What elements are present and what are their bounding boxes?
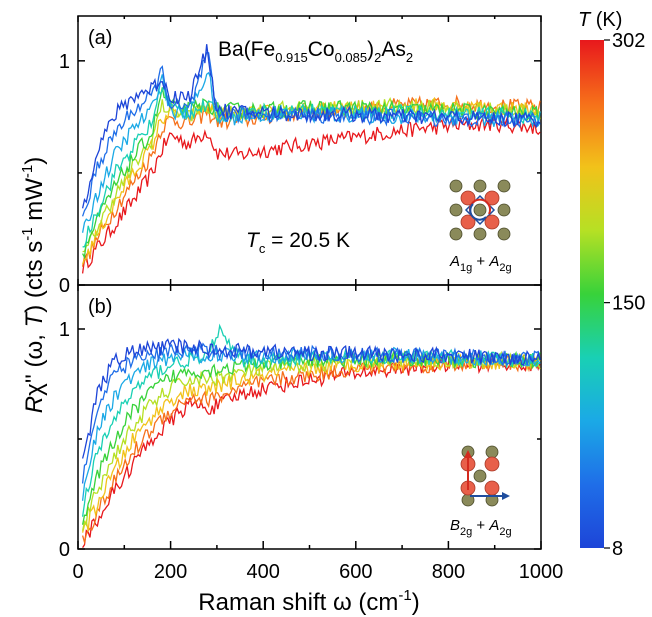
x-tick-label: 600 [339, 561, 372, 583]
as-atom [473, 469, 487, 483]
series-line-30K [81, 342, 541, 484]
panel-a-series [81, 44, 541, 274]
colorbar-tick-label: 302 [612, 30, 645, 52]
x-tick-label: 1000 [519, 561, 564, 583]
inset-b-label: B2g + A2g [450, 517, 512, 538]
series-line-110K [81, 323, 541, 517]
y-tick-label: 1 [59, 319, 70, 341]
colorbar-ticks: 302 150 8 [604, 30, 645, 560]
as-atom [473, 179, 487, 193]
as-atom [473, 227, 487, 241]
series-line-220K [81, 352, 541, 533]
series-line-70K [81, 71, 541, 233]
y-tick-label: 0 [59, 539, 70, 561]
y-axis-title: Rχ'' (ω, T) (cts s-1 mW-1) [19, 157, 48, 414]
x-axis-title: Raman shift ω (cm-1) [198, 587, 419, 616]
inset-a-label: A1g + A2g [449, 253, 512, 274]
x-tick-label: 400 [247, 561, 280, 583]
series-line-260K [81, 353, 541, 545]
colorbar-tick-label: 8 [612, 538, 623, 560]
fe-atom [484, 214, 500, 230]
series-line-302K [81, 114, 541, 274]
panel-b-frame [77, 284, 542, 550]
fe-atom [460, 214, 476, 230]
as-atom [485, 445, 499, 459]
series-line-30K [81, 51, 541, 217]
as-atom [497, 203, 511, 217]
as-atom [449, 227, 463, 241]
as-atom [497, 179, 511, 193]
colorbar [580, 40, 604, 548]
as-atom [473, 203, 487, 217]
x-tick-label: 800 [432, 561, 465, 583]
compound-title: Ba(Fe0.915Co0.085)2As2 [218, 38, 413, 65]
as-atom [449, 203, 463, 217]
colorbar-tick-label: 150 [612, 293, 645, 315]
panel-b-series [81, 323, 541, 548]
panel-a-label: (a) [88, 27, 112, 49]
fe-atom [484, 190, 500, 206]
y-tick-label: 1 [59, 51, 70, 73]
arrow-right-icon [502, 492, 510, 500]
as-atom [497, 227, 511, 241]
series-line-8K [81, 337, 541, 459]
fe-atom [484, 456, 500, 472]
fe-atom [460, 190, 476, 206]
axis-ticks: 0 200 400 600 800 1000 0 1 0 1 [59, 16, 563, 583]
x-tick-label: 200 [154, 561, 187, 583]
inset-a-lattice [449, 179, 511, 241]
colorbar-title: T (K) [578, 9, 622, 31]
fe-atom [484, 480, 500, 496]
x-tick-label: 0 [72, 561, 83, 583]
y-tick-label: 0 [59, 275, 70, 297]
series-line-8K [81, 44, 541, 209]
tc-annotation: Tc = 20.5 K [246, 229, 350, 256]
rotation-arrow-icon [469, 203, 487, 221]
arrow-up-icon [464, 450, 472, 458]
panel-b-label: (b) [88, 296, 112, 318]
inset-b-lattice [460, 445, 510, 507]
as-atom [449, 179, 463, 193]
